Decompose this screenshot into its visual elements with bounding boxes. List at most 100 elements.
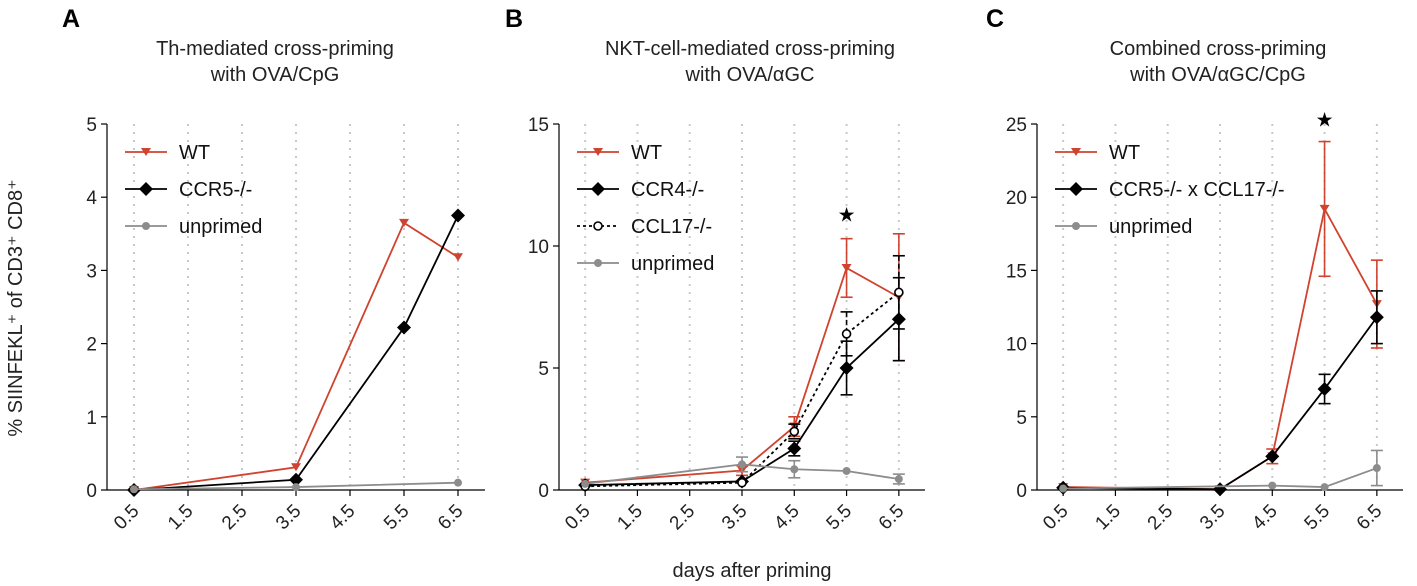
y-tick-label: 5 xyxy=(1016,408,1027,429)
data-point xyxy=(130,485,138,494)
y-tick-label: 25 xyxy=(1006,115,1027,136)
x-tick-label: 4.5 xyxy=(326,501,360,535)
data-point xyxy=(891,312,906,327)
x-axis-label: days after priming xyxy=(673,560,832,582)
series-unprimed xyxy=(130,478,462,494)
panel-letter: C xyxy=(986,5,1004,33)
significance-star: ★ xyxy=(838,202,856,226)
y-tick-label: 0 xyxy=(538,481,549,502)
x-tick-label: 0.5 xyxy=(110,501,144,535)
y-tick-label: 5 xyxy=(538,359,549,380)
chart-title-line: with OVA/αGC/CpG xyxy=(1129,64,1306,86)
data-point xyxy=(454,478,462,487)
y-tick-label: 4 xyxy=(86,188,97,209)
series-line xyxy=(133,215,459,491)
legend-marker xyxy=(593,148,603,156)
series-line xyxy=(1063,467,1378,490)
data-point xyxy=(581,479,590,488)
x-tick-label: 3.5 xyxy=(1196,501,1230,535)
legend-marker xyxy=(593,221,603,231)
legend-label: WT xyxy=(631,142,662,164)
x-tick-label: 4.5 xyxy=(1248,501,1282,535)
x-tick-label: 0.5 xyxy=(561,501,595,535)
data-point xyxy=(1059,484,1068,493)
data-point xyxy=(397,320,411,335)
x-tick-label: 2.5 xyxy=(666,501,700,535)
legend-marker xyxy=(1069,182,1083,196)
x-tick-label: 3.5 xyxy=(718,501,752,535)
data-point xyxy=(292,483,300,492)
y-tick-label: 20 xyxy=(1006,188,1027,209)
y-tick-label: 0 xyxy=(1016,481,1027,502)
x-tick-label: 1.5 xyxy=(164,501,198,535)
legend-marker xyxy=(142,222,150,230)
x-tick-label: 2.5 xyxy=(1144,501,1178,535)
y-tick-label: 1 xyxy=(86,408,97,429)
x-tick-label: 2.5 xyxy=(218,501,252,535)
data-point xyxy=(790,465,799,474)
legend-marker xyxy=(1071,148,1081,156)
x-tick-label: 4.5 xyxy=(770,501,804,535)
data-point xyxy=(737,477,747,488)
y-tick-label: 15 xyxy=(1006,261,1027,282)
legend-marker xyxy=(594,259,602,267)
series-line xyxy=(133,221,459,491)
x-tick-label: 6.5 xyxy=(434,501,468,535)
legend-label: unprimed xyxy=(1109,216,1192,238)
data-point xyxy=(787,441,802,456)
data-point xyxy=(1268,481,1277,490)
x-tick-label: 1.5 xyxy=(1091,501,1125,535)
legend-label: CCR4-/- xyxy=(631,179,704,201)
legend-marker xyxy=(591,182,605,196)
y-tick-label: 10 xyxy=(528,237,549,258)
chart-title-line: with OVA/αGC xyxy=(685,64,815,86)
legend-marker xyxy=(139,182,153,196)
data-point xyxy=(399,218,409,227)
legend-marker xyxy=(1072,222,1080,230)
y-tick-label: 3 xyxy=(86,261,97,282)
panel-b: B NKT-cell-mediated cross-priming with OVA… xyxy=(505,5,925,534)
x-tick-label: 5.5 xyxy=(380,501,414,535)
series-ccl17- xyxy=(580,254,905,492)
y-tick-label: 10 xyxy=(1006,335,1027,356)
data-point xyxy=(451,208,465,223)
data-point xyxy=(841,263,852,272)
data-point xyxy=(1319,204,1330,213)
data-point xyxy=(842,466,851,475)
x-tick-label: 0.5 xyxy=(1039,501,1073,535)
legend-marker xyxy=(141,148,151,156)
x-tick-label: 5.5 xyxy=(823,501,857,535)
data-point xyxy=(289,472,303,487)
y-tick-label: 15 xyxy=(528,115,549,136)
y-axis-label: % SIINFEKL⁺ of CD3⁺ CD8⁺ xyxy=(5,179,27,436)
data-point xyxy=(1213,482,1227,497)
panel-c: C Combined cross-priming with OVA/αGC/CpG 0… xyxy=(986,5,1403,534)
series-ccr5-x-ccl17- xyxy=(1056,290,1384,497)
panel-a: A Th-mediated cross-priming with OVA/CpG 0 1… xyxy=(62,5,485,534)
x-tick-label: 5.5 xyxy=(1301,501,1335,535)
panel-letter: A xyxy=(62,5,80,33)
series-ccr5- xyxy=(127,208,465,497)
data-point xyxy=(1317,381,1332,396)
legend-label: CCR5-/- x CCL17-/- xyxy=(1109,179,1285,201)
chart-title-line: NKT-cell-mediated cross-priming xyxy=(605,38,895,60)
x-tick-label: 6.5 xyxy=(1353,501,1387,535)
legend-label: CCL17-/- xyxy=(631,216,712,238)
legend-label: unprimed xyxy=(179,216,262,238)
data-point xyxy=(894,287,904,298)
series-ccr4- xyxy=(578,276,906,493)
series-unprimed xyxy=(1059,449,1383,493)
data-point xyxy=(1265,449,1280,464)
y-tick-label: 5 xyxy=(86,115,97,136)
data-point xyxy=(291,463,301,472)
data-point xyxy=(1369,310,1384,325)
y-tick-label: 0 xyxy=(86,481,97,502)
y-tick-label: 2 xyxy=(86,335,97,356)
data-point xyxy=(839,361,854,375)
legend-label: unprimed xyxy=(631,253,714,275)
data-point xyxy=(1372,464,1381,473)
significance-star: ★ xyxy=(1316,108,1334,132)
data-point xyxy=(841,329,852,339)
data-point xyxy=(453,253,463,262)
